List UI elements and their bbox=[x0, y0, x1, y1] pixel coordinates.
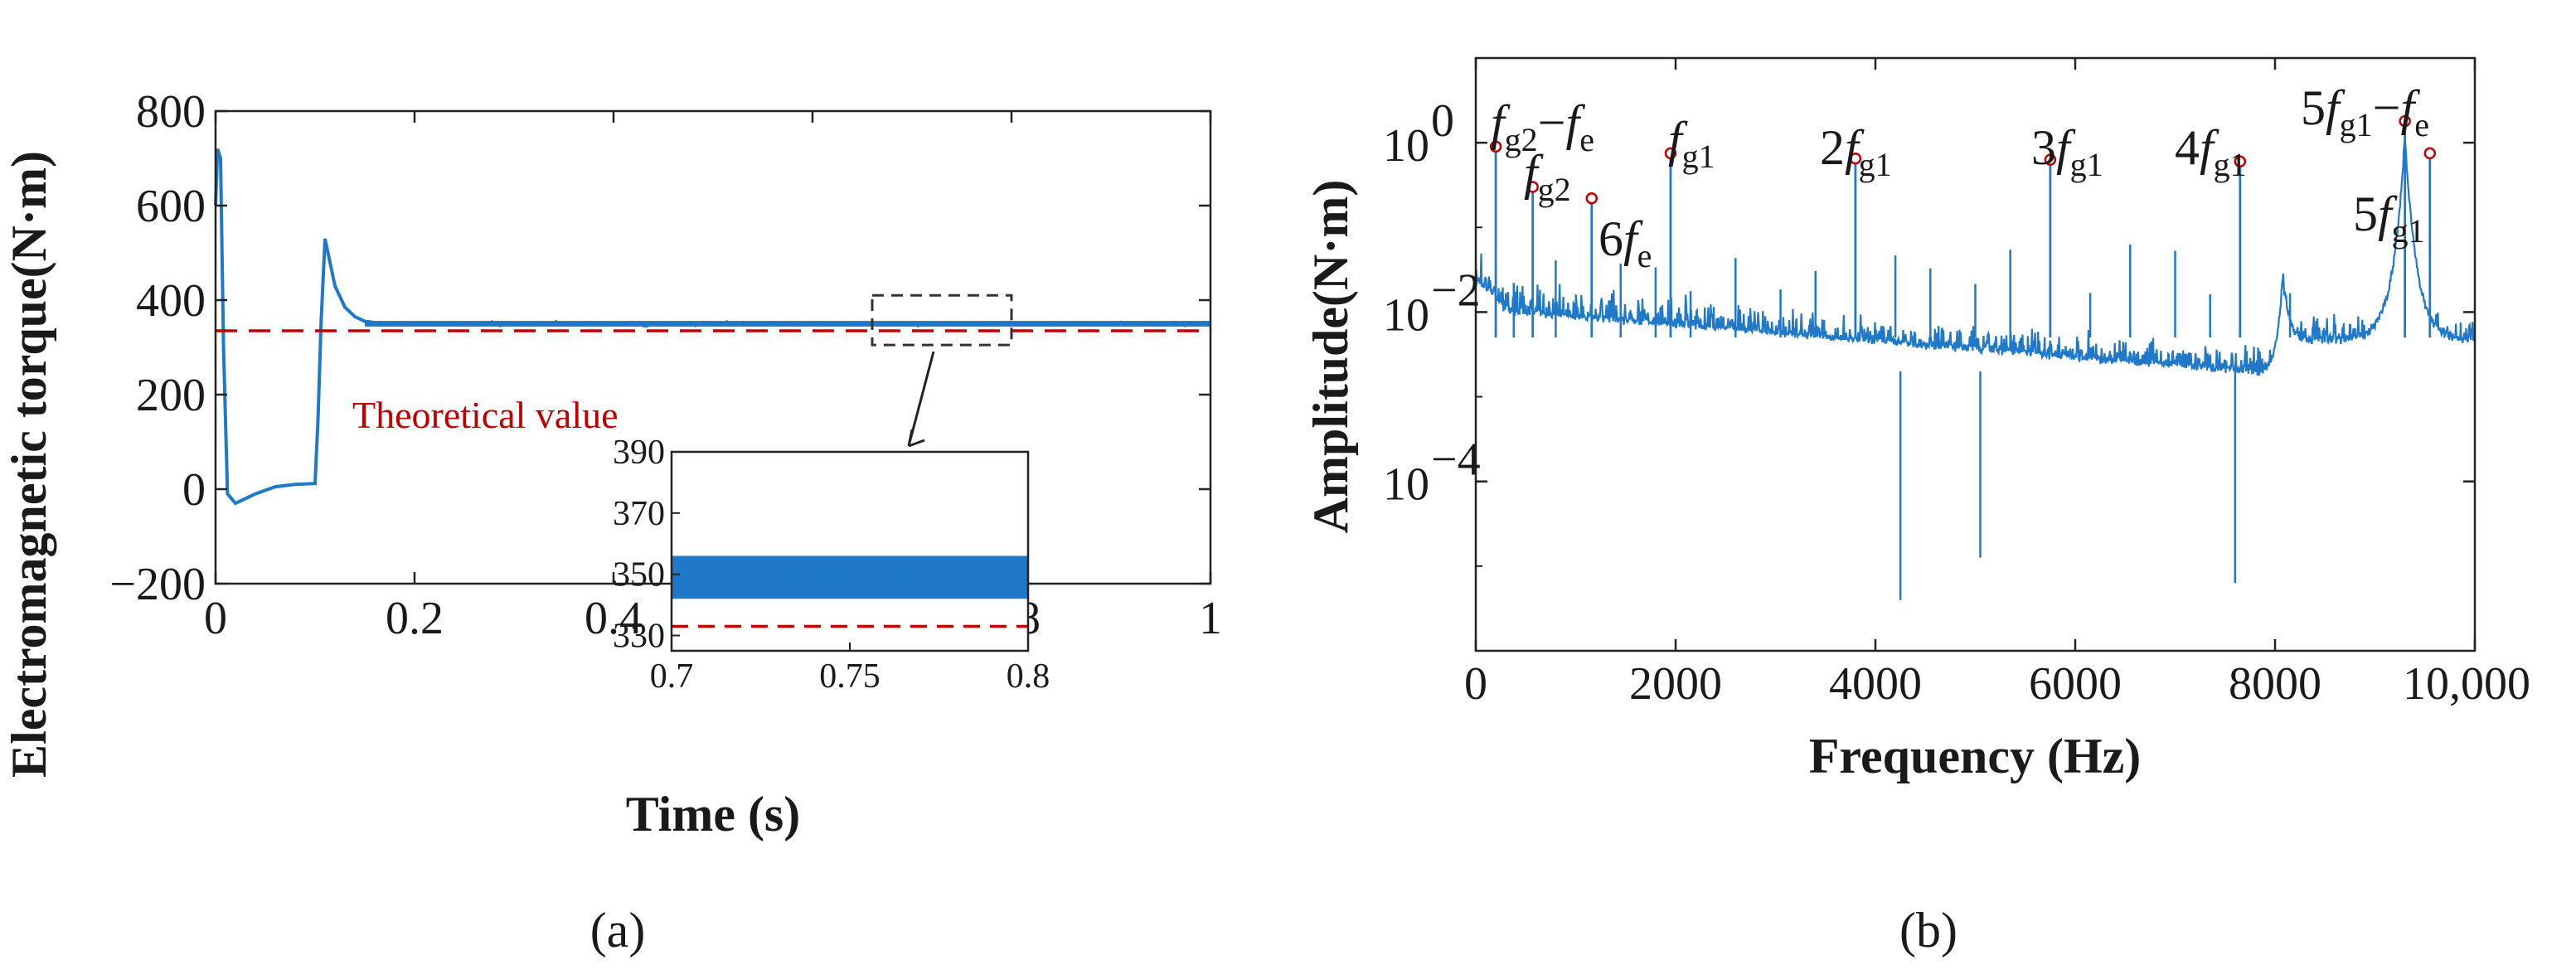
inset-background bbox=[672, 452, 1028, 651]
panel-a-x-tick-label: 0 bbox=[204, 593, 227, 644]
peak-marker bbox=[2399, 114, 2411, 128]
inset-y-tick-label: 350 bbox=[613, 556, 665, 594]
panel-b-x-tick-label: 10,000 bbox=[2403, 658, 2530, 710]
peak-label-5fg1: 5fg1 bbox=[2353, 187, 2425, 250]
panel-a-x-tick-label: 0.4 bbox=[585, 593, 643, 644]
peak-marker bbox=[1664, 147, 1677, 160]
peak-marker bbox=[2044, 153, 2057, 166]
panel-b-x-ticks: 0 2000 4000 6000 8000 10,000 bbox=[1464, 58, 2530, 710]
panel-a-y-ticks: −200 0 200 400 600 800 bbox=[109, 86, 1210, 610]
inset-ripple-line bbox=[671, 560, 1029, 596]
inset-x-ticks: 0.7 0.75 0.8 bbox=[650, 643, 1050, 696]
panel-b-y-tick-exponent: −2 bbox=[1431, 264, 1481, 316]
inset-x-tick-label: 0.8 bbox=[1007, 657, 1050, 696]
panel-b-y-tick-exponent: −4 bbox=[1431, 434, 1481, 486]
panel-b-y-tick-label: 10 bbox=[1383, 289, 1429, 341]
panel-b-x-tick-label: 2000 bbox=[1629, 658, 1722, 710]
theoretical-value-label: Theoretical value bbox=[352, 394, 619, 436]
zoom-region-box bbox=[871, 293, 1013, 347]
panel-b-x-axis-title: Frequency (Hz) bbox=[1809, 729, 2141, 783]
panel-a-x-tick-label: 1 bbox=[1199, 593, 1222, 644]
inset-signal bbox=[671, 555, 1029, 599]
inset-panel: 330 350 370 390 0.7 0.75 0.8 bbox=[613, 434, 1050, 696]
panel-b-peak-markers bbox=[1489, 114, 2437, 205]
zoom-arrow-icon bbox=[907, 351, 935, 448]
panel-a-y-tick-label: 400 bbox=[136, 275, 206, 327]
panel-b-label: (b) bbox=[1899, 903, 1957, 958]
inset-x-tick-label: 0.7 bbox=[650, 657, 694, 696]
panel-a-signal bbox=[214, 148, 1210, 506]
inset-y-tick-label: 330 bbox=[613, 618, 665, 656]
torque-ripple-line bbox=[364, 319, 1210, 328]
panel-b-x-tick-label: 6000 bbox=[2029, 658, 2122, 710]
panel-a-y-axis-title: Electromagnetic torque(N·m) bbox=[2, 151, 56, 778]
peak-marker bbox=[1526, 181, 1539, 193]
panel-a-x-axis-title: Time (s) bbox=[626, 787, 801, 841]
peak-marker bbox=[2234, 155, 2247, 168]
inset-y-tick-label: 370 bbox=[613, 495, 665, 533]
panel-a-y-tick-label: 800 bbox=[136, 86, 206, 138]
panel-a-y-tick-label: 0 bbox=[182, 464, 206, 516]
panel-a-y-tick-label: −200 bbox=[109, 559, 206, 610]
panel-a-x-tick-label: 0.2 bbox=[386, 593, 444, 644]
panel-a-y-tick-label: 600 bbox=[136, 181, 206, 232]
peak-marker bbox=[1849, 153, 1862, 165]
peak-label-6fe: 6fe bbox=[1598, 211, 1652, 274]
panel-b-peak-labels: fg2−fe fg2 6fe fg1 2fg1 3fg1 4fg1 5fg1−f… bbox=[1491, 80, 2429, 274]
panel-a-y-tick-label: 200 bbox=[136, 370, 206, 421]
panel-b-x-tick-label: 0 bbox=[1464, 658, 1487, 710]
spectrum-noise-floor bbox=[1476, 137, 2475, 376]
panel-b-y-tick-exponent: 0 bbox=[1431, 95, 1454, 147]
panel-a-label: (a) bbox=[590, 903, 646, 958]
panel-a-zoom-box bbox=[871, 293, 1013, 448]
inset-y-tick-label: 390 bbox=[613, 434, 665, 472]
panel-b-x-tick-label: 8000 bbox=[2229, 658, 2321, 710]
inset-y-ticks: 330 350 370 390 bbox=[613, 434, 680, 656]
peak-label-3fg1: 3fg1 bbox=[2031, 120, 2103, 183]
peak-marker bbox=[2423, 147, 2437, 160]
peak-label-fg1: fg1 bbox=[1668, 112, 1715, 175]
inset-x-tick-label: 0.75 bbox=[819, 657, 880, 696]
peak-label-fg2: fg2 bbox=[1524, 145, 1571, 208]
peak-marker bbox=[1585, 192, 1598, 205]
peak-marker bbox=[1489, 140, 1502, 153]
peak-label-2fg1: 2fg1 bbox=[1820, 120, 1892, 183]
panel-b-plot-frame bbox=[1474, 56, 2477, 652]
panel-b-y-tick-label: 10 bbox=[1383, 459, 1429, 511]
peak-label-fg2-fe: fg2−fe bbox=[1491, 95, 1594, 158]
peak-label-5fg1-fe: 5fg1−fe bbox=[2301, 80, 2429, 143]
panel-b-y-axis-title: Amplitude(N·m) bbox=[1303, 180, 1358, 534]
panel-b-x-tick-label: 4000 bbox=[1829, 658, 1922, 710]
peak-label-4fg1: 4fg1 bbox=[2175, 120, 2247, 183]
panel-b-spectrum bbox=[1476, 121, 2475, 600]
panel-b-y-tick-label: 10 bbox=[1383, 120, 1429, 172]
